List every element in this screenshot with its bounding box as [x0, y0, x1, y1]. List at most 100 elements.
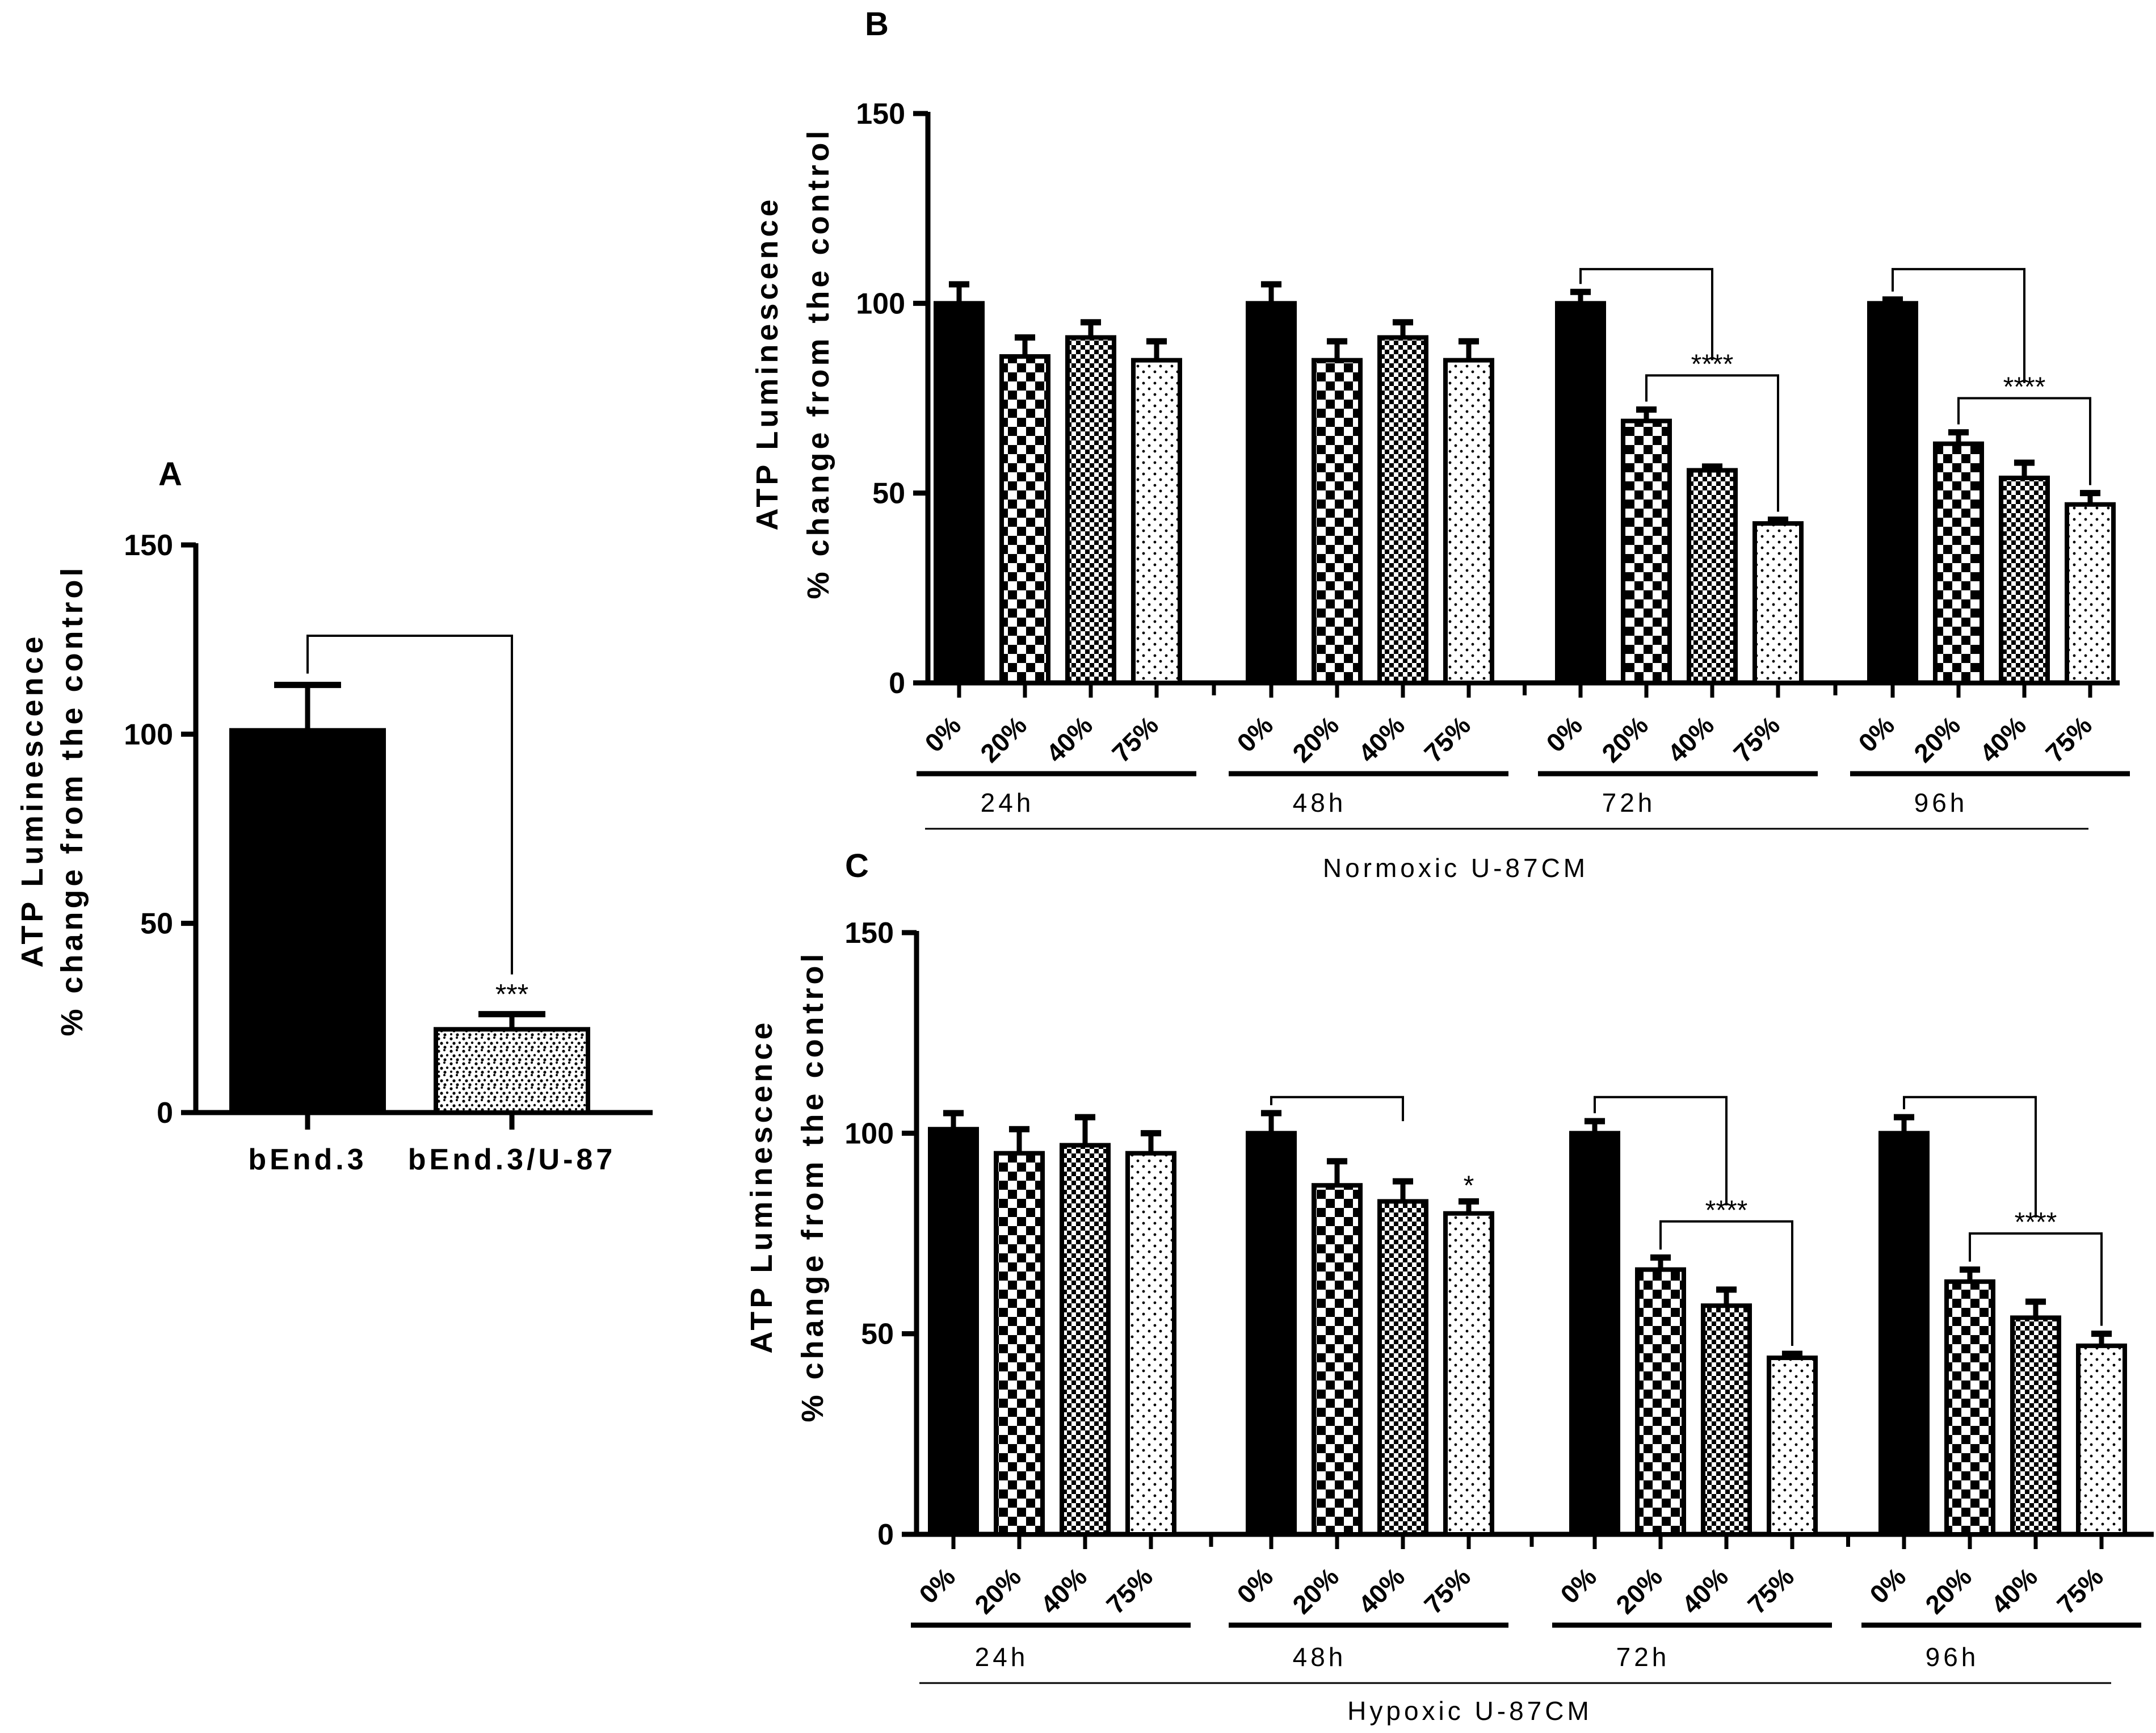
panel-a-y-tick-label: 0 [157, 1097, 173, 1130]
panel-c-x-tick-label: 75% [1100, 1562, 1158, 1619]
panel-b-bar [1752, 521, 1804, 685]
panel-b-bar [1687, 468, 1738, 686]
panel-c-x-tick-label: 20% [1287, 1562, 1344, 1619]
panel-c-x-tick-label: 0% [1554, 1562, 1602, 1609]
panel-b-bar [934, 301, 985, 685]
panel-b-bar [999, 354, 1050, 685]
panel-c-y-tick-label: 100 [844, 1117, 894, 1150]
panel-b-bar [2065, 502, 2116, 686]
panel-b-bar [1377, 335, 1428, 685]
panel-c-significance-stars: **** [2015, 1207, 2057, 1237]
panel-b-x-tick-label: 75% [2040, 710, 2098, 768]
panel-c-bar [1635, 1267, 1686, 1537]
panel-a-significance-stars: *** [495, 979, 528, 1010]
panel-c-x-tick-label: 40% [1352, 1562, 1410, 1619]
panel-a-letter: A [158, 456, 182, 493]
panel-b-bar [1933, 441, 1984, 685]
panel-c-x-tick-label: 0% [1231, 1562, 1279, 1609]
panel-c-group-label: 96h [1926, 1642, 1980, 1672]
panel-b-bar [1312, 358, 1363, 685]
panel-b-comparison-bracket [1892, 268, 2025, 383]
panel-a-bar [229, 728, 386, 1115]
panel-c-bar [1443, 1211, 1494, 1537]
panel-c-inner-bracket [1659, 1220, 1793, 1346]
panel-a-y-tick-label: 50 [140, 908, 173, 941]
panel-b-letter: B [865, 6, 889, 43]
panel-c-comparison-bracket [1594, 1096, 1728, 1206]
panel-b-bar [1131, 358, 1182, 685]
panel-b-y-tick-label: 0 [889, 667, 905, 700]
panel-c: C ATP Luminescence % change from the con… [745, 847, 2154, 1726]
panel-c-bar [1569, 1131, 1620, 1537]
panel-b-x-tick-label: 40% [1974, 710, 2032, 768]
panel-c-bar [994, 1151, 1045, 1537]
panel-c-group-label: 72h [1616, 1642, 1670, 1672]
panel-b: B ATP Luminescence % change from the con… [750, 6, 2130, 883]
panel-a-significance-bracket [306, 635, 513, 975]
panel-c-x-tick-label: 20% [1610, 1562, 1668, 1619]
panel-b-x-tick-label: 40% [1352, 710, 1410, 768]
panel-b-x-tick-label: 20% [1287, 710, 1344, 768]
panel-c-bar [2076, 1343, 2127, 1537]
panel-c-bar [1246, 1131, 1297, 1537]
panel-b-ylabel-line1: ATP Luminescence [750, 196, 784, 530]
panel-b-x-tick-label: 40% [1662, 710, 1720, 768]
panel-c-bar [2010, 1315, 2061, 1537]
panel-b-significance-stars: **** [1691, 349, 1734, 379]
panel-c-bar [1125, 1151, 1176, 1537]
panel-c-group-label: 24h [975, 1642, 1029, 1672]
panel-c-significance-stars: **** [1705, 1195, 1748, 1226]
panel-c-bar [928, 1127, 979, 1537]
panel-c-bar [1944, 1279, 1995, 1537]
panel-a-bar [434, 1027, 590, 1115]
panel-b-x-tick-label: 0% [1231, 710, 1279, 758]
panel-b-inner-bracket [1957, 397, 2091, 485]
panel-b-x-tick-label: 75% [1728, 710, 1785, 768]
panel-b-x-tick-label: 75% [1106, 710, 1164, 768]
panel-c-bar [1701, 1303, 1752, 1537]
panel-c-group-label: 48h [1293, 1642, 1347, 1672]
panel-c-ylabel-line1: ATP Luminescence [745, 1019, 779, 1353]
panel-b-ylabel-line2: % change from the control [801, 127, 835, 599]
panel-b-y-tick-label: 150 [856, 98, 905, 131]
panel-b-bar [1621, 418, 1672, 685]
panel-a-y-tick-label: 150 [124, 529, 173, 562]
panel-b-significance-stars: **** [2003, 372, 2046, 402]
panel-b-x-tick-label: 75% [1418, 710, 1476, 768]
panel-c-x-tick-label: 0% [913, 1562, 961, 1609]
panel-c-bar [1767, 1356, 1818, 1537]
panel-b-bar [1065, 335, 1116, 685]
panel-b-comparison-bracket [1579, 268, 1713, 360]
panel-c-x-tick-label: 75% [1742, 1562, 1800, 1619]
panel-c-x-tick-label: 75% [1418, 1562, 1476, 1619]
panel-c-ylabel-line2: % change from the control [796, 950, 830, 1422]
panel-b-bar [1443, 358, 1494, 685]
panel-b-group-label: 72h [1602, 788, 1656, 817]
panel-c-bar [1878, 1131, 1930, 1537]
panel-c-y-tick-label: 50 [861, 1318, 894, 1351]
panel-c-comparison-bracket [1270, 1096, 1404, 1122]
panel-a-x-tick-label: bEnd.3/U-87 [408, 1143, 616, 1176]
panel-c-letter: C [845, 847, 869, 884]
panel-b-group-label: 96h [1914, 788, 1968, 817]
panel-a-x-tick-label: bEnd.3 [248, 1143, 367, 1176]
panel-c-x-tick-label: 20% [969, 1562, 1027, 1619]
panel-c-x-tick-label: 0% [1864, 1562, 1911, 1609]
panel-c-bar [1312, 1183, 1363, 1537]
panel-c-comparison-bracket [1903, 1096, 2037, 1218]
panel-a-ylabel-line2: % change from the control [55, 564, 89, 1036]
panel-c-x-tick-label: 40% [1676, 1562, 1734, 1619]
panel-b-y-tick-label: 100 [856, 287, 905, 320]
panel-b-bar [1246, 301, 1297, 685]
panel-c-x-tick-label: 40% [1035, 1562, 1092, 1619]
panel-b-condition-label: Normoxic U-87CM [1323, 853, 1588, 883]
panel-b-x-tick-label: 20% [974, 710, 1032, 768]
panel-b-bar [1867, 301, 1918, 685]
panel-b-x-tick-label: 20% [1908, 710, 1966, 768]
panel-a: A ATP Luminescence % change from the con… [15, 456, 653, 1176]
panel-b-inner-bracket [1645, 374, 1779, 512]
panel-b-x-tick-label: 40% [1040, 710, 1098, 768]
panel-b-x-tick-label: 0% [1852, 710, 1900, 758]
panel-c-significance-stars: * [1464, 1170, 1474, 1201]
